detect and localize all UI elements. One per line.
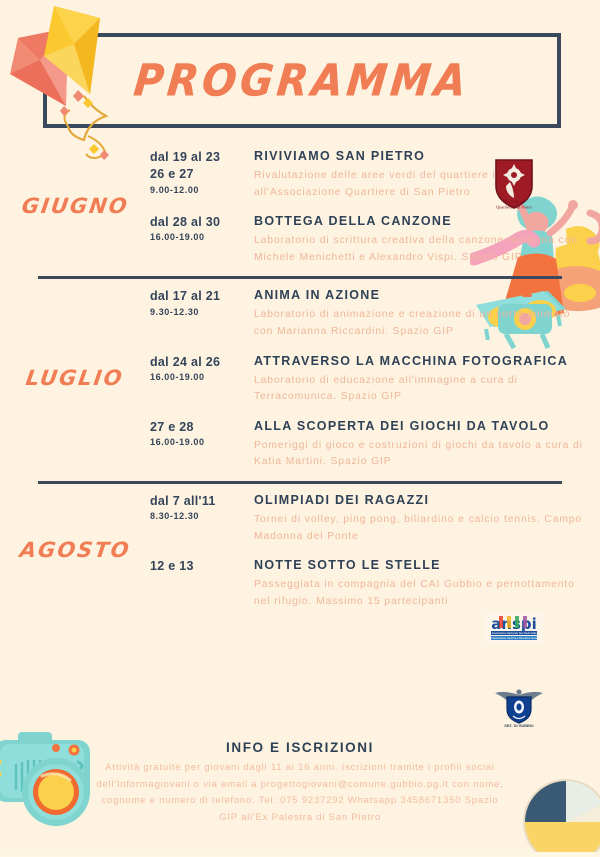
logo-anspi-subtitle1: Associazione Nazionale San Paolo Italia	[492, 632, 537, 635]
event-date-line: dal 28 al 30	[150, 215, 221, 230]
camera-small-illustration	[492, 296, 568, 354]
event-date-line: 27 e 28	[150, 419, 194, 434]
event-time: 16.00-19.00	[150, 232, 205, 243]
event-row: dal 17 al 21 9.30-12.30 ANIMA IN AZIONE …	[150, 287, 600, 340]
logo-caption-line1: Associazione	[504, 200, 524, 204]
event-title: ATTRAVERSO LA MACCHINA FOTOGRAFICA	[254, 353, 569, 368]
event-row: dal 28 al 30 16.00-19.00 BOTTEGA DELLA C…	[150, 213, 600, 266]
event-time: 9.30-12.30	[150, 306, 200, 317]
event-date-line: dal 17 al 21	[150, 289, 221, 304]
event-title: OLIMPIADI DEI RAGAZZI	[254, 493, 430, 508]
info-body: Attività gratuite per giovani dagli 11 a…	[96, 762, 504, 823]
event-description: Laboratorio di educazione all'immagine a…	[254, 374, 518, 403]
camera-illustration	[0, 718, 122, 849]
logo-anspi: anspi Associazione Nazionale San Paolo I…	[485, 611, 543, 645]
event-dates: dal 7 all'11 8.30-12.30	[150, 492, 254, 545]
month-label-luglio: LUGLIO	[24, 366, 126, 391]
month-label-wrap-agosto: AGOSTO	[0, 484, 150, 620]
month-block-giugno: GIUGNO dal 19 al 23 26 e 27 9.00-12.00 R…	[0, 140, 600, 280]
event-date-line: 26 e 27	[150, 167, 194, 182]
program-schedule: GIUGNO dal 19 al 23 26 e 27 9.00-12.00 R…	[0, 140, 600, 621]
event-date-line: 12 e 13	[150, 559, 194, 574]
event-dates: dal 17 al 21 9.30-12.30	[150, 287, 254, 340]
event-dates: 12 e 13	[150, 557, 254, 610]
event-title: RIVIVIAMO SAN PIETRO	[254, 149, 426, 163]
event-description: Rivalutazione delle aree verdi del quart…	[254, 169, 535, 198]
event-row: 12 e 13 NOTTE SOTTO LE STELLE Passeggiat…	[150, 557, 600, 610]
logo-caption-line2: Quartiere San Pietro	[496, 205, 533, 210]
event-date-line: dal 19 al 23	[150, 150, 221, 164]
month-label-wrap-luglio: LUGLIO	[0, 279, 150, 481]
event-row: dal 7 all'11 8.30-12.30 OLIMPIADI DEI RA…	[150, 492, 600, 545]
event-title: NOTTE SOTTO LE STELLE	[254, 558, 441, 573]
logo-anspi-text: anspi	[491, 615, 537, 633]
event-description: Tornei di volley, ping pong, biliardino …	[254, 513, 583, 542]
month-block-luglio: LUGLIO dal 17 al 21 9.30-12.30 ANIMA IN …	[0, 279, 600, 485]
event-description: Pomeriggi di gioco e costruzioni di gioc…	[254, 439, 583, 468]
month-label-giugno: GIUGNO	[19, 194, 131, 219]
section-divider	[38, 276, 562, 280]
logo-anspi-subtitle2: Confederazione Sportiva e Ricreativa Soc…	[489, 637, 540, 640]
logo-cai-sez-gubbio: SEZ. DI GUBBIO	[492, 686, 546, 728]
event-title: BOTTEGA DELLA CANZONE	[254, 214, 452, 229]
event-dates: 27 e 28 16.00-19.00	[150, 418, 254, 471]
info-title: INFO E ISCRIZIONI	[226, 740, 374, 755]
event-time: 16.00-19.00	[150, 371, 205, 382]
event-row: 27 e 28 16.00-19.00 ALLA SCOPERTA DEI GI…	[150, 418, 600, 471]
month-label-agosto: AGOSTO	[17, 538, 133, 563]
event-time: 16.00-19.00	[150, 437, 205, 448]
month-block-agosto: AGOSTO dal 7 all'11 8.30-12.30 OLIMPIADI…	[0, 484, 600, 620]
event-date-line: dal 7 all'11	[150, 494, 216, 509]
beach-ball-illustration	[510, 778, 600, 857]
event-description: Laboratorio di animazione e creazione di…	[254, 309, 571, 337]
page-title: PROGRAMMA	[131, 55, 473, 106]
event-description: Passeggiata in compagnia del CAI Gubbio …	[254, 579, 575, 607]
event-title: ALLA SCOPERTA DEI GIOCHI DA TAVOLO	[254, 418, 550, 433]
event-dates: dal 28 al 30 16.00-19.00	[150, 213, 254, 266]
event-dates: dal 24 al 26 16.00-19.00	[150, 353, 254, 406]
event-row: dal 24 al 26 16.00-19.00 ATTRAVERSO LA M…	[150, 353, 600, 406]
event-time: 8.30-12.30	[150, 511, 200, 522]
event-description: Laboratorio di scrittura creativa della …	[254, 235, 578, 263]
event-row: dal 19 al 23 26 e 27 9.00-12.00 RIVIVIAM…	[150, 148, 600, 201]
section-divider	[38, 481, 562, 485]
event-date-line: dal 24 al 26	[150, 354, 221, 369]
kites-illustration	[4, 0, 144, 183]
event-time: 9.00-12.00	[150, 184, 200, 195]
logo-cai-caption: SEZ. DI GUBBIO	[504, 724, 534, 728]
event-dates: dal 19 al 23 26 e 27 9.00-12.00	[150, 148, 254, 201]
event-title: ANIMA IN AZIONE	[254, 288, 381, 303]
info-section: INFO E ISCRIZIONI Attività gratuite per …	[0, 740, 600, 826]
logo-associazione-quartiere-san-pietro: Associazione Quartiere San Pietro	[488, 156, 540, 212]
